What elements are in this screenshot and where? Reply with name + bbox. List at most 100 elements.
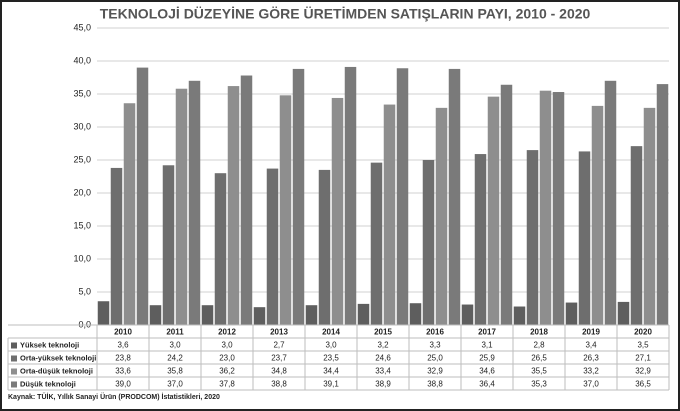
bar — [97, 301, 110, 325]
data-label: 32,9 — [635, 367, 651, 376]
legend-label: Düşük teknoloji — [20, 379, 76, 388]
y-tick-label: 20,0 — [73, 187, 91, 197]
bar — [162, 165, 175, 325]
data-label: 3,0 — [169, 341, 181, 350]
y-tick-label: 35,0 — [73, 88, 91, 98]
y-tick-label: 10,0 — [73, 253, 91, 263]
data-label: 38,8 — [427, 380, 443, 389]
data-label: 3,5 — [637, 341, 649, 350]
bar — [201, 305, 214, 325]
bar — [422, 160, 435, 325]
x-tick-label: 2019 — [582, 328, 600, 337]
bar — [435, 107, 448, 325]
data-label: 36,5 — [635, 380, 651, 389]
data-label: 35,5 — [531, 367, 547, 376]
bar — [227, 86, 240, 325]
bar — [474, 154, 487, 325]
bar — [240, 75, 253, 326]
source: Kaynak: TÜİK, Yıllık Sanayi Ürün (PRODCO… — [8, 392, 220, 401]
x-tick-label: 2011 — [166, 328, 184, 337]
data-label: 35,3 — [531, 380, 547, 389]
bar — [136, 67, 149, 325]
x-tick-label: 2016 — [426, 328, 444, 337]
data-label: 36,2 — [219, 367, 235, 376]
bar — [292, 68, 305, 326]
y-tick-label: 30,0 — [73, 121, 91, 131]
data-label: 2,8 — [533, 341, 545, 350]
bar — [110, 167, 123, 325]
bar — [604, 80, 617, 325]
data-label: 35,8 — [167, 367, 183, 376]
legend-label: Yüksek teknoloji — [20, 340, 79, 349]
bar — [253, 307, 266, 325]
data-label: 3,2 — [377, 341, 389, 350]
data-label: 37,0 — [167, 380, 183, 389]
legend-swatch — [11, 381, 17, 388]
data-label: 23,8 — [115, 354, 131, 363]
bar — [552, 92, 565, 326]
bar — [318, 169, 331, 325]
bar — [214, 173, 227, 325]
legend-label: Orta-yüksek teknoloji — [20, 353, 96, 362]
bar — [370, 162, 383, 325]
x-tick-label: 2010 — [114, 328, 132, 337]
data-label: 23,5 — [323, 354, 339, 363]
data-label: 3,1 — [481, 341, 493, 350]
bar — [383, 104, 396, 325]
bar — [643, 107, 656, 325]
y-tick-label: 0,0 — [78, 319, 91, 329]
bar — [487, 96, 500, 325]
legend-swatch — [11, 355, 17, 362]
data-label: 39,1 — [323, 380, 339, 389]
bar — [500, 84, 513, 325]
x-tick-label: 2017 — [478, 328, 496, 337]
data-label: 38,8 — [271, 380, 287, 389]
bar — [396, 68, 409, 325]
bar — [188, 80, 201, 325]
bar — [630, 146, 643, 325]
data-label: 24,2 — [167, 354, 183, 363]
data-label: 24,6 — [375, 354, 391, 363]
bar — [565, 302, 578, 325]
bar — [266, 168, 279, 325]
bar — [539, 90, 552, 325]
data-label: 34,6 — [479, 367, 495, 376]
x-tick-label: 2014 — [322, 328, 340, 337]
legend-swatch — [11, 368, 17, 375]
data-label: 33,2 — [583, 367, 599, 376]
bar — [578, 151, 591, 325]
data-label: 3,3 — [429, 341, 441, 350]
bar — [331, 97, 344, 326]
x-tick-label: 2020 — [634, 328, 652, 337]
data-label: 25,9 — [479, 354, 495, 363]
bar — [591, 105, 604, 325]
data-label: 23,0 — [219, 354, 235, 363]
data-label: 37,8 — [219, 380, 235, 389]
data-label: 39,0 — [115, 380, 131, 389]
bar — [448, 68, 461, 326]
x-tick-label: 2013 — [270, 328, 288, 337]
x-tick-label: 2015 — [374, 328, 392, 337]
data-label: 26,3 — [583, 354, 599, 363]
legend-swatch — [11, 342, 17, 349]
y-tick-label: 45,0 — [73, 22, 91, 32]
data-label: 36,4 — [479, 380, 495, 389]
bar — [149, 305, 162, 325]
data-label: 27,1 — [635, 354, 651, 363]
bar — [357, 303, 370, 325]
x-tick-label: 2018 — [530, 328, 548, 337]
bar — [656, 84, 669, 325]
data-label: 37,0 — [583, 380, 599, 389]
x-tick-label: 2012 — [218, 328, 236, 337]
bar — [513, 306, 526, 325]
data-label: 3,6 — [117, 341, 129, 350]
legend-label: Orta-düşük teknoloji — [20, 366, 93, 375]
y-tick-label: 15,0 — [73, 220, 91, 230]
bar — [279, 95, 292, 325]
data-label: 33,4 — [375, 367, 391, 376]
data-label: 3,0 — [325, 341, 337, 350]
bar — [123, 103, 136, 326]
bar — [617, 301, 630, 325]
chart-title: TEKNOLOJİ DÜZEYİNE GÖRE ÜRETİMDEN SATIŞL… — [100, 6, 591, 22]
data-label: 25,0 — [427, 354, 443, 363]
